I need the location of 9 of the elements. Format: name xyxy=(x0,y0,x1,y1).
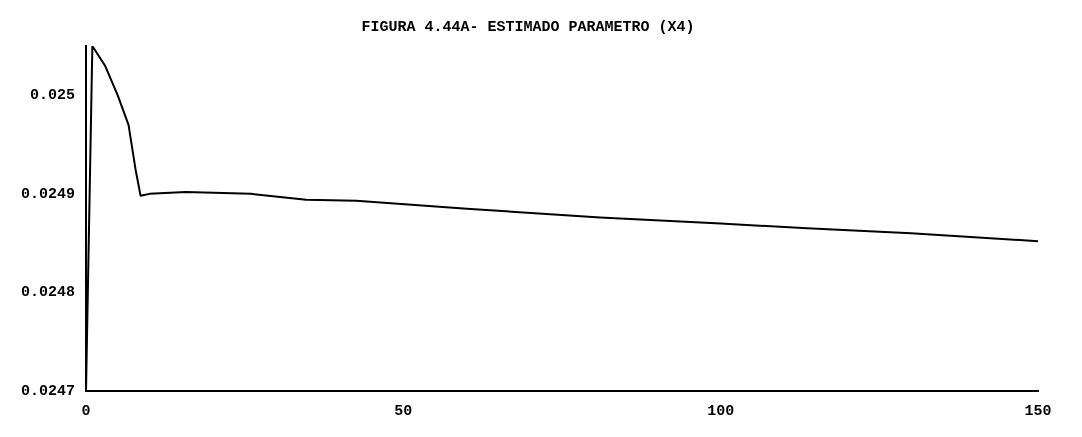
x-tick-label: 0 xyxy=(81,402,91,420)
y-tick-label: 0.0249 xyxy=(20,185,76,203)
x-tick-label: 100 xyxy=(707,402,735,420)
x-tick-label: 150 xyxy=(1024,402,1052,420)
x-tick-label: 50 xyxy=(394,402,413,420)
y-tick-label: 0.0247 xyxy=(20,382,76,400)
y-tick-label: 0.025 xyxy=(29,87,76,105)
chart-title: FIGURA 4.44A- ESTIMADO PARAMETRO (X4) xyxy=(361,18,695,36)
y-tick-label: 0.0248 xyxy=(20,284,76,302)
